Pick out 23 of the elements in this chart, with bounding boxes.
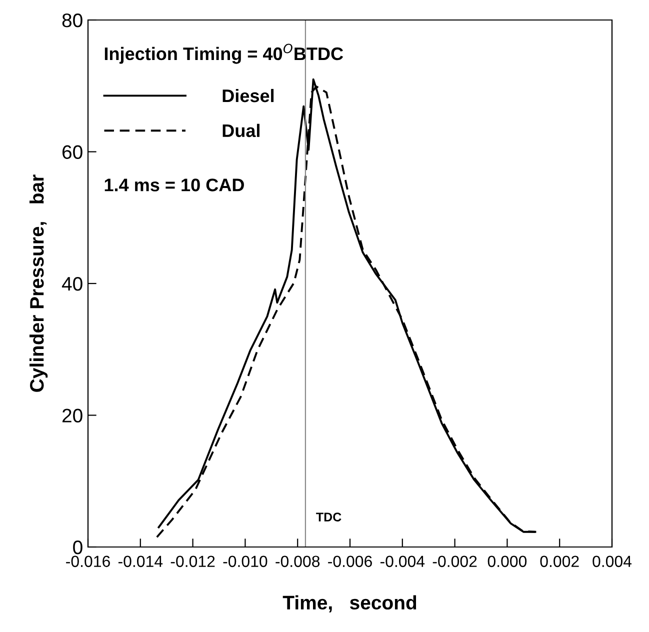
y-tick-label: 20 [62, 408, 82, 422]
x-tick-label: 0.004 [592, 556, 632, 568]
x-tick-label: -0.004 [380, 556, 425, 568]
x-tick-label: 0.000 [488, 556, 527, 568]
y-tick-label: 40 [62, 276, 82, 291]
annotation: 1.4 ms = 10 CAD [104, 178, 244, 192]
y-tick-label: 80 [62, 13, 82, 28]
x-tick-label: -0.006 [328, 556, 372, 568]
x-tick-label: -0.012 [170, 556, 215, 568]
annotation: Injection Timing = 40$^{O}$BTDC [104, 44, 344, 64]
x-axis-title: Time, second [282, 595, 416, 612]
x-tick-label: -0.016 [66, 556, 110, 568]
ref-line-label: TDC [316, 512, 342, 522]
y-tick-label: 60 [62, 145, 82, 159]
legend-label: Diesel [222, 88, 274, 102]
x-tick-label: -0.002 [432, 556, 477, 568]
x-tick-label: -0.008 [276, 556, 320, 568]
y-tick-label: 0 [73, 540, 82, 554]
x-tick-label: 0.002 [540, 556, 579, 568]
y-axis-title: Cylinder Pressure, bar [30, 174, 48, 392]
x-tick-label: -0.014 [118, 556, 163, 568]
legend-label: Dual [222, 124, 260, 138]
x-tick-label: -0.010 [223, 556, 268, 568]
